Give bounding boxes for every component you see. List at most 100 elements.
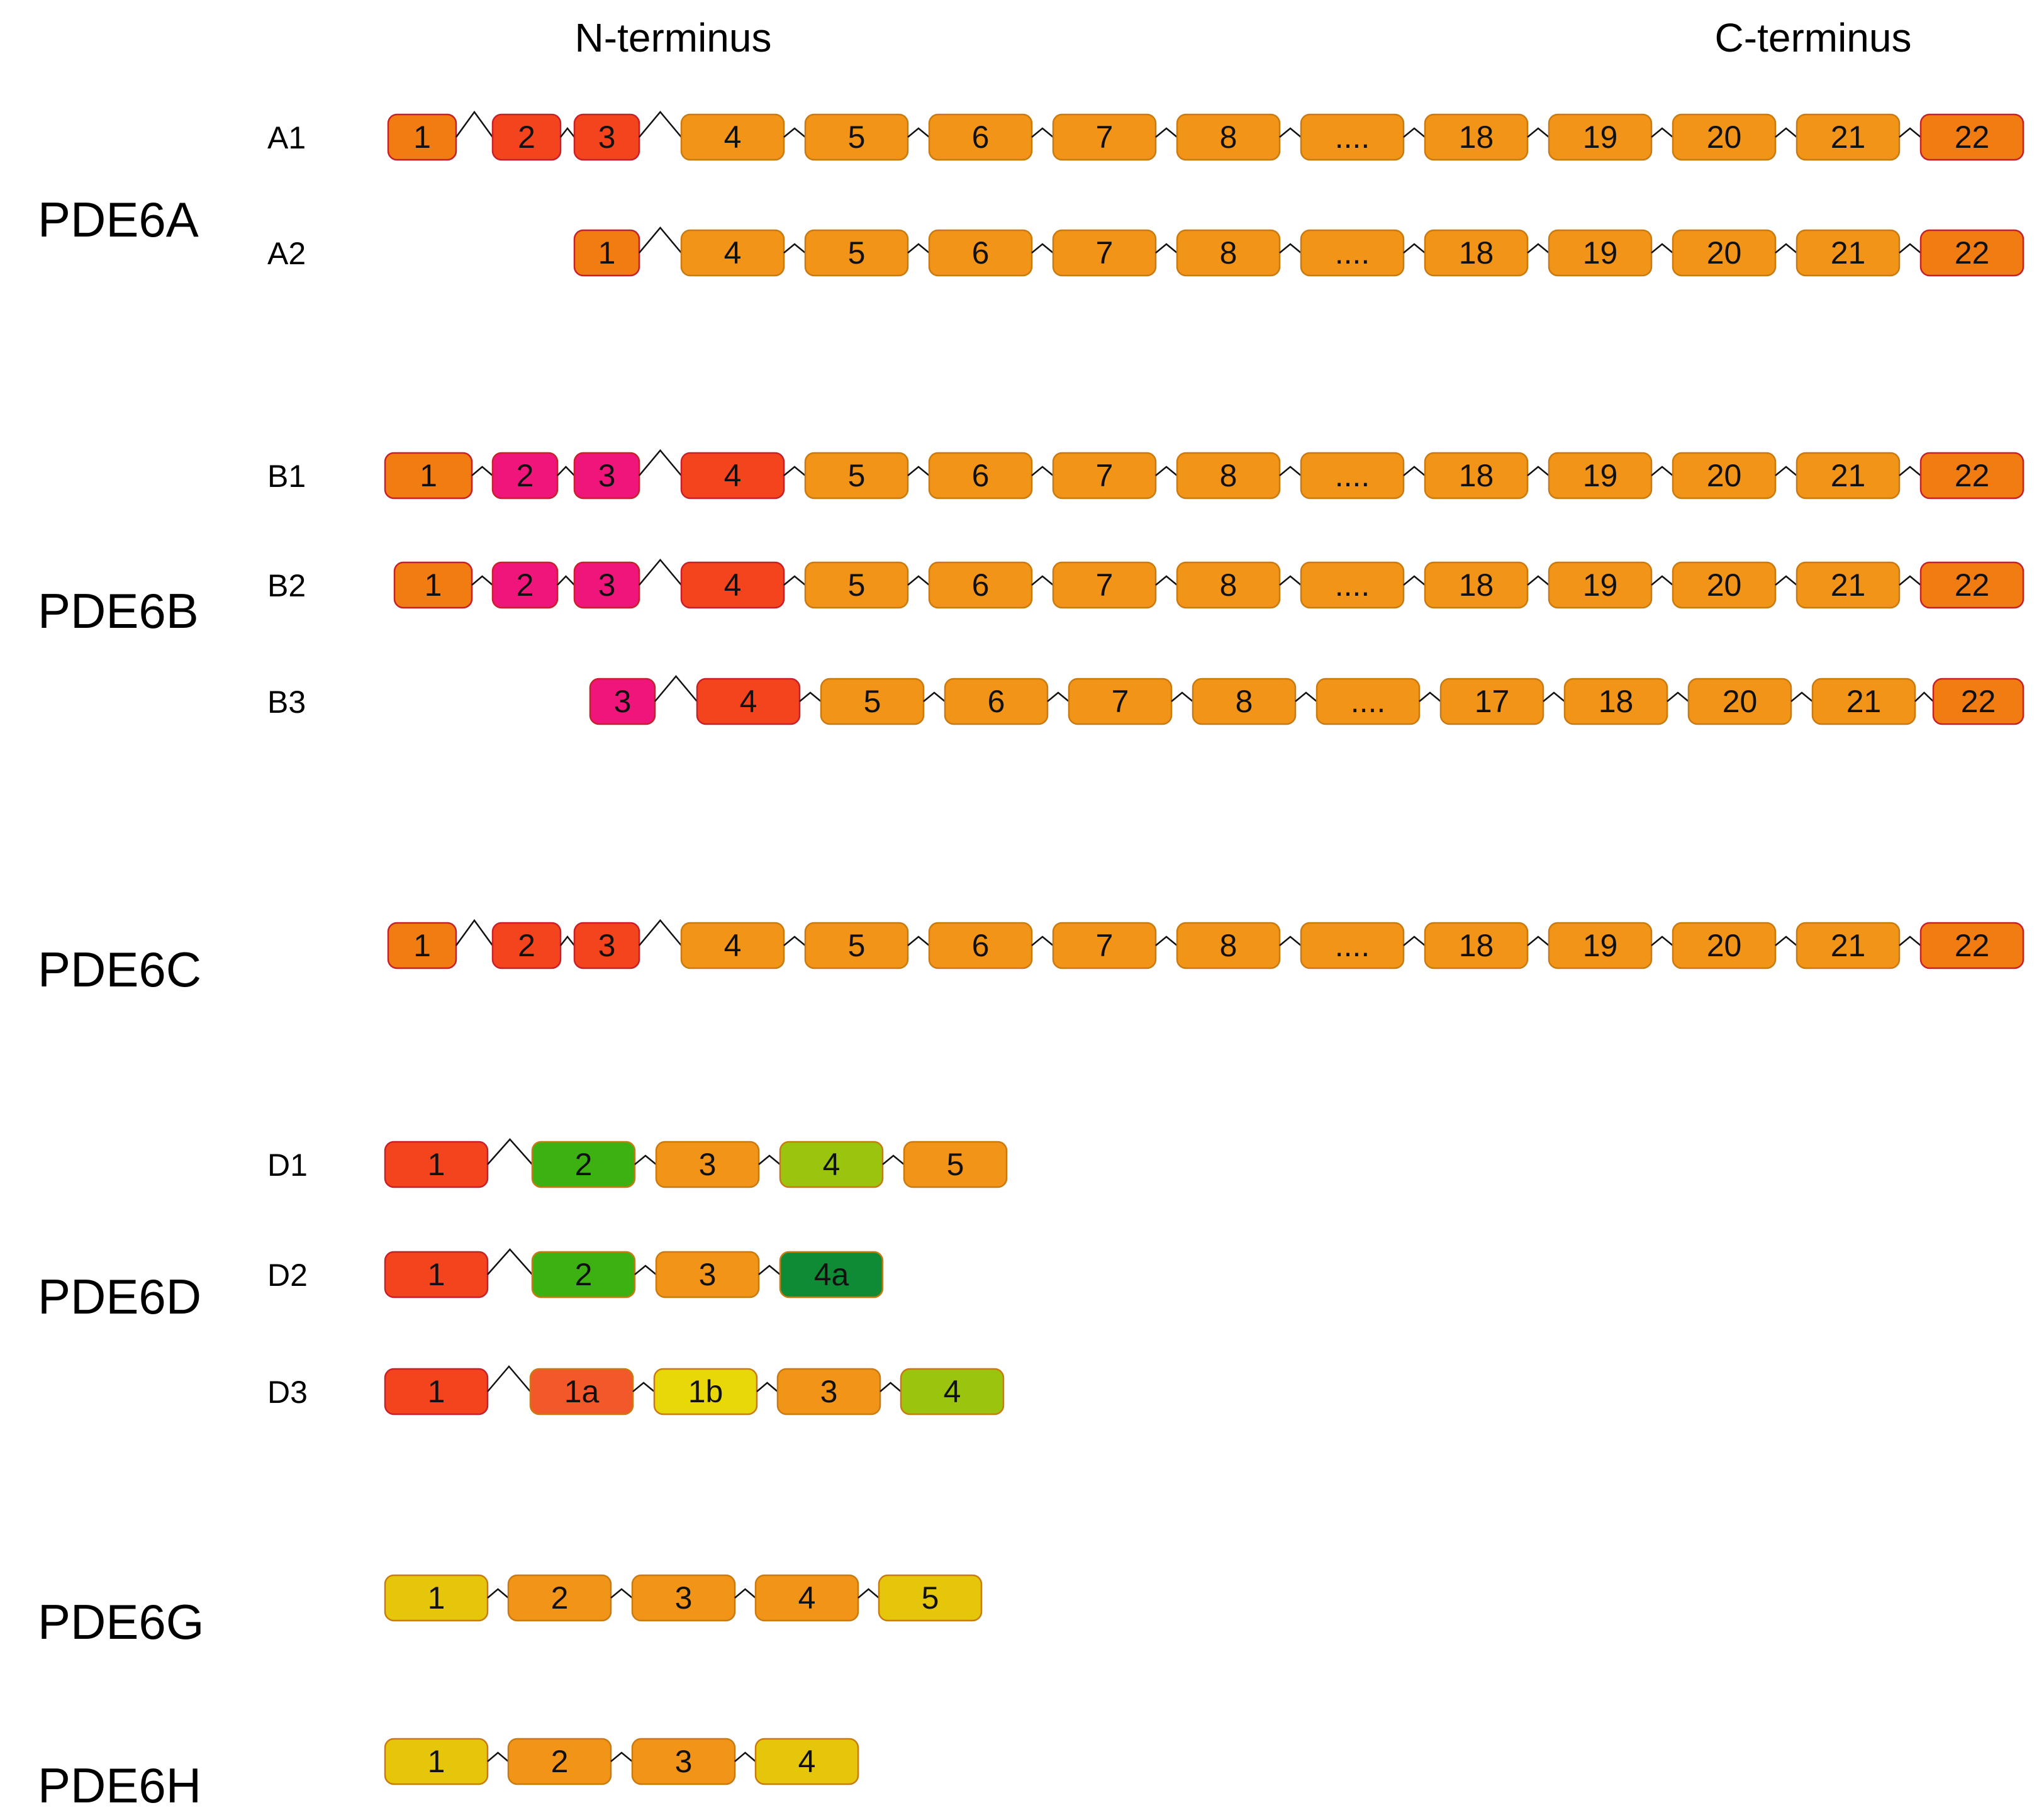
exon-number: 18: [1459, 120, 1494, 155]
exon-track-d1: 1 2 3 4 5: [384, 1138, 1008, 1188]
gene-label-pde6a: PDE6A: [38, 192, 199, 247]
exon-number: 8: [1236, 684, 1253, 719]
intron-connector: [1403, 243, 1426, 254]
exon-number: 4a: [814, 1257, 849, 1292]
intron-connector: [1031, 575, 1054, 586]
intron-connector: [907, 127, 930, 138]
exon-number: 3: [675, 1580, 693, 1616]
exon-number: 5: [848, 567, 866, 603]
exon-number: 1: [413, 928, 431, 963]
intron-connector: [610, 1751, 633, 1762]
intron-connector: [634, 1265, 657, 1275]
exon-box: [878, 1574, 983, 1622]
intron-connector: [560, 126, 575, 138]
intron-connector: [455, 110, 494, 138]
intron-connector: [1651, 575, 1673, 586]
intron-connector: [907, 466, 930, 476]
exon-number: 21: [1831, 928, 1866, 963]
intron-connector: [1527, 575, 1550, 586]
exon-number: 3: [598, 458, 616, 493]
gene-label-pde6d: PDE6D: [38, 1269, 201, 1324]
intron-connector: [1419, 691, 1441, 702]
exon-track-a1: 1 2 3 4 5 6 7 8.... 18 19 20 21 22: [387, 110, 2024, 161]
intron-connector: [857, 1588, 880, 1599]
exon-number: 6: [988, 684, 1005, 719]
intron-connector: [1914, 691, 1934, 702]
intron-connector: [1899, 935, 1921, 946]
exon-number: 7: [1112, 684, 1129, 719]
exon-number: 3: [699, 1147, 717, 1182]
intron-connector: [1527, 127, 1550, 138]
intron-connector: [1651, 935, 1673, 946]
intron-connector: [1031, 466, 1054, 476]
exon-number: 4: [740, 684, 757, 719]
intron-connector: [1527, 466, 1550, 476]
exon-number: ....: [1351, 684, 1386, 719]
exon-number: 19: [1583, 235, 1618, 271]
intron-connector: [758, 1154, 781, 1165]
exon-number: 20: [1707, 120, 1742, 155]
exon-number: 6: [972, 235, 990, 271]
exon-number: 2: [551, 1744, 569, 1779]
exon-number: 1a: [564, 1374, 600, 1409]
intron-connector: [1899, 127, 1921, 138]
exon-box: [903, 1141, 1008, 1188]
intron-connector: [783, 935, 806, 946]
exon-number: 3: [598, 567, 616, 603]
exon-number: 21: [1846, 684, 1882, 719]
exon-number: ....: [1335, 235, 1370, 271]
exon-track-pde6c: 1 2 3 4 5 6 7 8.... 18 19 20 21 22: [387, 918, 2024, 969]
exon-number: 1: [428, 1374, 445, 1409]
exon-number: 2: [575, 1147, 593, 1182]
intron-connector: [1775, 466, 1797, 476]
isoform-label-d3: D3: [267, 1375, 308, 1410]
exon-number: 3: [598, 120, 616, 155]
exon-number: 2: [518, 928, 535, 963]
exon-number: 21: [1831, 458, 1866, 493]
exon-number: 20: [1707, 235, 1742, 271]
exon-box: [1919, 229, 2024, 277]
intron-connector: [632, 1382, 655, 1392]
exon-number: 5: [848, 235, 866, 271]
intron-connector: [560, 935, 575, 946]
intron-connector: [1651, 127, 1673, 138]
intron-connector: [923, 691, 946, 702]
intron-connector: [1155, 575, 1178, 586]
exon-number: 18: [1459, 567, 1494, 603]
exon-number: 1: [425, 567, 442, 603]
exon-number: 2: [517, 567, 534, 603]
intron-connector: [907, 243, 930, 254]
exon-number: 8: [1220, 567, 1237, 603]
exon-number: 2: [575, 1257, 593, 1292]
exon-number: 4: [798, 1744, 816, 1779]
isoform-label-b3: B3: [267, 684, 306, 720]
exon-number: 19: [1583, 928, 1618, 963]
exon-number: 18: [1459, 458, 1494, 493]
exon-number: 5: [864, 684, 881, 719]
intron-connector: [610, 1588, 633, 1599]
intron-connector: [1403, 466, 1426, 476]
intron-connector: [1775, 243, 1797, 254]
intron-connector: [471, 575, 493, 586]
exon-number: 4: [724, 567, 742, 603]
intron-connector: [639, 449, 682, 476]
exon-box: [900, 1368, 1005, 1415]
exon-number: 2: [551, 1580, 569, 1616]
exon-number: 20: [1707, 567, 1742, 603]
intron-connector: [455, 918, 494, 946]
intron-connector: [557, 466, 575, 476]
isoform-label-a1: A1: [267, 120, 306, 155]
exon-number: 3: [699, 1257, 717, 1292]
exon-track-pde6h: 1 2 3 4: [384, 1738, 859, 1785]
intron-connector: [1403, 575, 1426, 586]
exon-number: 22: [1955, 120, 1990, 155]
exon-number: 1: [598, 235, 616, 271]
isoform-label-d1: D1: [267, 1147, 308, 1183]
exon-box: [754, 1738, 859, 1785]
intron-connector: [783, 575, 806, 586]
exon-box: [779, 1251, 884, 1298]
intron-connector: [1295, 691, 1317, 702]
exon-number: 19: [1583, 120, 1618, 155]
exon-track-d3: 1 1a 1b 3 4: [384, 1365, 1005, 1415]
